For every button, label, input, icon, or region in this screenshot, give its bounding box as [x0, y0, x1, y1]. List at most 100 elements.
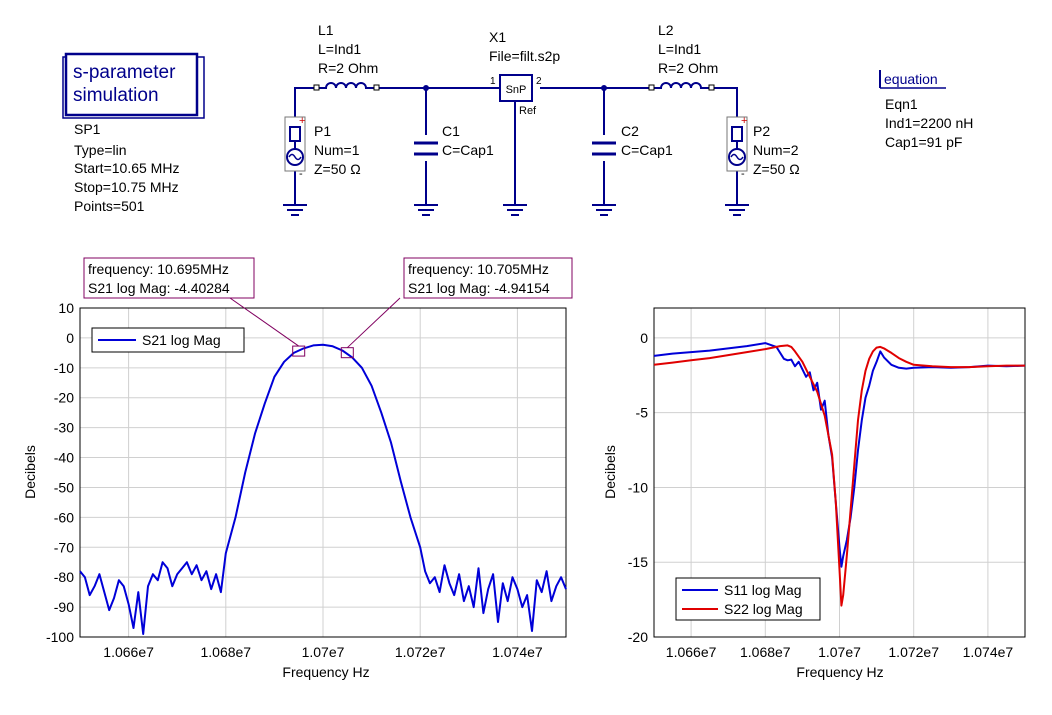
inductor-l1[interactable] — [313, 82, 380, 91]
port-p2[interactable]: + - — [726, 115, 748, 180]
sp-title-line2: simulation — [73, 85, 159, 106]
ground-icon — [283, 204, 307, 216]
sp-simulation-block[interactable]: s-parameter simulation — [62, 52, 205, 119]
marker-2-box[interactable]: frequency: 10.705MHz S21 log Mag: -4.941… — [403, 257, 573, 299]
l1-value: L=Ind1 — [318, 41, 361, 57]
x-tick-label: 1.068e7 — [740, 644, 791, 660]
eq-cap: Cap1=91 pF — [885, 134, 962, 150]
y-tick-label: -60 — [54, 509, 74, 525]
marker-point[interactable] — [340, 347, 354, 359]
y-tick-label: -70 — [54, 539, 74, 555]
chart-s21: 10 0 -10 -20 -30 -40 -50 -60 -70 -80 -90 -100 1.066… — [22, 257, 573, 680]
wires — [294, 87, 738, 205]
x-tick-label: 1.068e7 — [200, 644, 251, 660]
chart-s21-xlabel: Frequency Hz — [282, 664, 369, 680]
p1-num: Num=1 — [314, 142, 360, 158]
chart-s21-grid — [80, 307, 566, 638]
chart-s21-y-ticks: 10 0 -10 -20 -30 -40 -50 -60 -70 -80 -90 -100 — [46, 300, 74, 645]
l1-name: L1 — [318, 22, 334, 38]
sp-stop: Stop=10.75 MHz — [74, 179, 179, 195]
x1-name: X1 — [489, 29, 506, 45]
y-tick-label: -20 — [628, 629, 648, 645]
ground-icon — [503, 204, 527, 216]
sp-name: SP1 — [74, 121, 101, 137]
chart-s21-series — [79, 343, 567, 635]
sp-title-line1: s-parameter — [73, 62, 176, 83]
c2-name: C2 — [621, 123, 639, 139]
snp-label: SnP — [506, 84, 527, 96]
ground-symbols — [283, 204, 749, 216]
x-tick-label: 1.066e7 — [103, 644, 154, 660]
x1-file: File=filt.s2p — [489, 48, 560, 64]
snp-pin2: 2 — [536, 76, 542, 87]
marker-point[interactable] — [292, 345, 306, 357]
p1-impedance: Z=50 Ω — [314, 161, 361, 177]
chart-s11-s22-ylabel: Decibels — [602, 445, 618, 499]
y-tick-label: 10 — [58, 300, 74, 316]
y-tick-label: -10 — [54, 360, 74, 376]
series-line-s11-log-mag — [653, 342, 1026, 568]
y-tick-label: -100 — [46, 629, 74, 645]
p2-minus: - — [741, 168, 745, 180]
schematic: s-parameter simulation SP1 Type=lin Star… — [62, 22, 973, 216]
p2-num: Num=2 — [753, 142, 799, 158]
inductor-l2[interactable] — [648, 82, 715, 91]
c1-value: C=Cap1 — [442, 142, 494, 158]
l2-resistance: R=2 Ohm — [658, 60, 718, 76]
marker-1-box[interactable]: frequency: 10.695MHz S21 log Mag: -4.402… — [83, 257, 255, 299]
chart-s21-markers — [229, 297, 401, 359]
p2-plus: + — [741, 115, 747, 127]
chart-s21-frame — [79, 307, 567, 638]
y-tick-label: -90 — [54, 599, 74, 615]
marker-2-value: S21 log Mag: -4.94154 — [408, 280, 550, 296]
y-tick-label: -20 — [54, 390, 74, 406]
p1-minus: - — [299, 168, 303, 180]
y-tick-label: 0 — [66, 330, 74, 346]
marker-1-value: S21 log Mag: -4.40284 — [88, 280, 230, 296]
chart-s21-legend: S21 log Mag — [91, 327, 245, 353]
junction-dots — [423, 85, 607, 91]
chart-s11-s22-frame — [653, 307, 1026, 638]
y-tick-label: -50 — [54, 479, 74, 495]
l2-value: L=Ind1 — [658, 41, 701, 57]
legend-label-s22: S22 log Mag — [724, 601, 803, 617]
chart-s11-s22-y-ticks: 0 -5 -10 -15 -20 — [628, 330, 648, 645]
marker-leader-line — [229, 297, 299, 347]
snp-pin1: 1 — [490, 76, 496, 87]
marker-2-freq: frequency: 10.705MHz — [408, 261, 549, 277]
chart-s21-ylabel: Decibels — [22, 445, 38, 499]
capacitor-c2[interactable] — [592, 141, 616, 156]
chart-s11-s22-legend: S11 log Mag S22 log Mag — [675, 577, 821, 621]
y-tick-label: -80 — [54, 569, 74, 585]
c2-value: C=Cap1 — [621, 142, 673, 158]
l1-resistance: R=2 Ohm — [318, 60, 378, 76]
capacitor-c1[interactable] — [414, 141, 438, 156]
p1-plus: + — [299, 115, 305, 127]
chart-s21-x-ticks: 1.066e7 1.068e7 1.07e7 1.072e7 1.074e7 — [103, 644, 543, 660]
p2-name: P2 — [753, 123, 770, 139]
y-tick-label: -30 — [54, 420, 74, 436]
marker-leader-line — [346, 297, 401, 349]
series-line-s22-log-mag — [653, 344, 1025, 607]
x-tick-label: 1.074e7 — [492, 644, 543, 660]
y-tick-label: -5 — [636, 405, 649, 421]
chart-s11-s22-xlabel: Frequency Hz — [796, 664, 883, 680]
eq-name: Eqn1 — [885, 96, 918, 112]
eq-ind: Ind1=2200 nH — [885, 115, 973, 131]
equation-block[interactable]: equation — [879, 70, 946, 89]
x-tick-label: 1.07e7 — [818, 644, 861, 660]
l2-name: L2 — [658, 22, 674, 38]
snp-block-x1[interactable]: SnP 1 2 Ref — [490, 74, 542, 117]
y-tick-label: -10 — [628, 479, 648, 495]
legend-label-s11: S11 log Mag — [724, 582, 802, 598]
x-tick-label: 1.074e7 — [963, 644, 1014, 660]
c1-name: C1 — [442, 123, 460, 139]
x-tick-label: 1.072e7 — [888, 644, 939, 660]
port-p1[interactable]: + - — [284, 115, 306, 180]
p2-impedance: Z=50 Ω — [753, 161, 800, 177]
y-tick-label: -40 — [54, 450, 74, 466]
series-line-s21-log-mag — [79, 343, 567, 635]
chart-s11-s22-x-ticks: 1.066e7 1.068e7 1.07e7 1.072e7 1.074e7 — [666, 644, 1014, 660]
sp-start: Start=10.65 MHz — [74, 160, 179, 176]
